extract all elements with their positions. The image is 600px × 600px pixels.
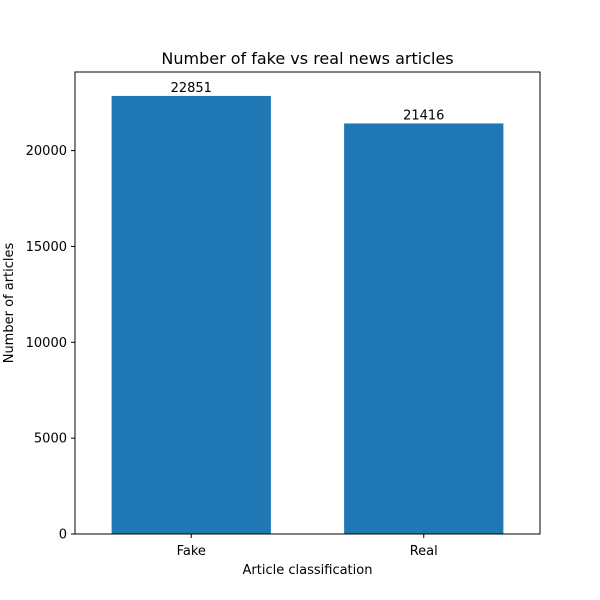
bars-layer: 22851 21416 bbox=[111, 81, 504, 535]
y-tick-label-20000: 20000 bbox=[26, 144, 67, 159]
x-tick-label-fake: Fake bbox=[177, 544, 206, 559]
plot-frame bbox=[74, 71, 541, 535]
x-axis-label: Article classification bbox=[243, 563, 373, 578]
bar-value-label-fake: 22851 bbox=[171, 81, 212, 96]
y-tick-label-5000: 5000 bbox=[34, 432, 67, 447]
x-tick-label-real: Real bbox=[410, 544, 438, 559]
bar-real bbox=[344, 123, 504, 535]
y-axis-label: Number of articles bbox=[2, 242, 17, 363]
y-tick-label-0: 0 bbox=[59, 528, 67, 543]
ticks-layer: Fake Real 0 5000 10000 15000 20000 bbox=[26, 144, 438, 559]
y-tick-label-15000: 15000 bbox=[26, 240, 67, 255]
chart-title: Number of fake vs real news articles bbox=[161, 49, 453, 68]
bar-value-label-real: 21416 bbox=[403, 108, 444, 123]
y-tick-label-10000: 10000 bbox=[26, 336, 67, 351]
bar-fake bbox=[111, 95, 271, 535]
